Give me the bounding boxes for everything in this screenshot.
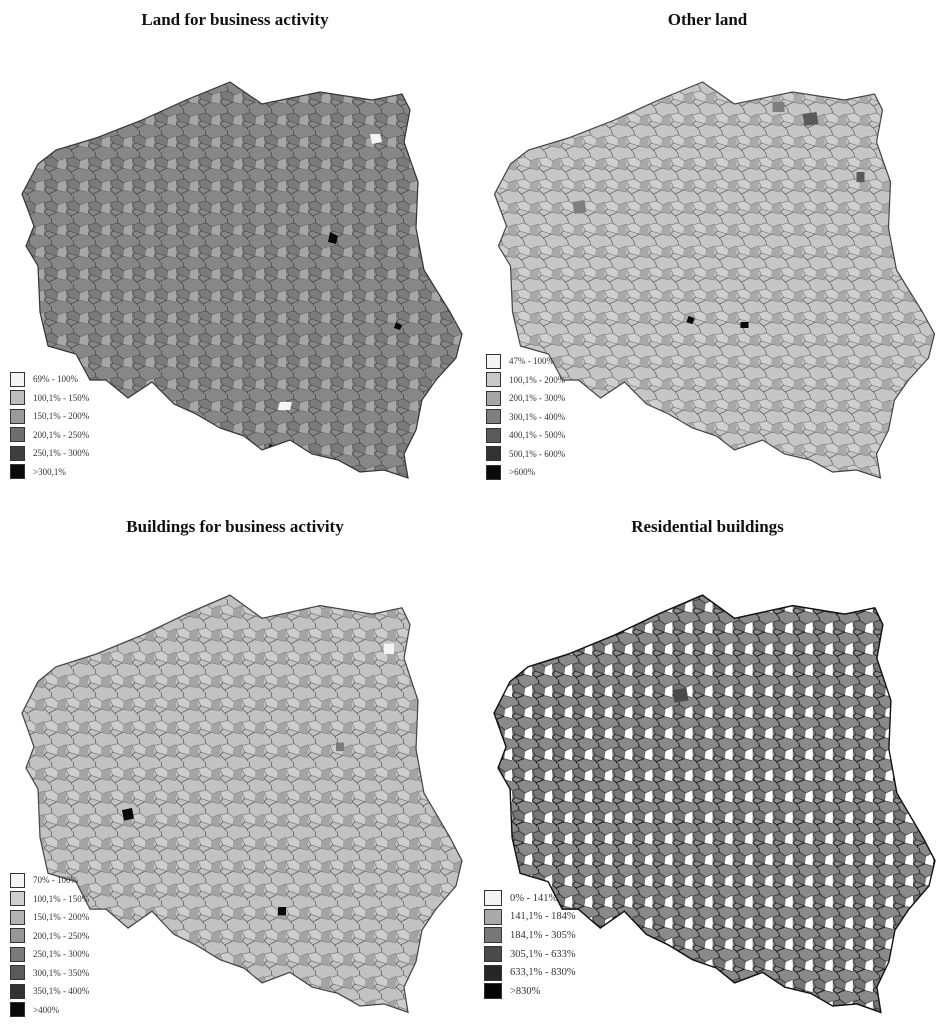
legend-label: 184,1% - 305% — [510, 929, 576, 941]
legend-item: 100,1% - 150% — [10, 890, 89, 909]
legend-swatch — [10, 965, 25, 981]
legend-item: 150,1% - 200% — [10, 908, 89, 927]
legend-item: 100,1% - 150% — [10, 389, 89, 408]
legend-label: 200,1% - 250% — [33, 930, 90, 941]
legend-swatch — [10, 928, 25, 944]
legend-item: 300,1% - 350% — [10, 964, 89, 983]
legend-label: 150,1% - 200% — [33, 912, 90, 923]
legend-item: >600% — [486, 463, 565, 482]
legend-swatch — [10, 390, 25, 406]
legend-item: 400,1% - 500% — [486, 426, 565, 445]
legend-swatch — [10, 891, 25, 907]
legend-label: 300,1% - 400% — [509, 411, 566, 422]
legend-swatch — [10, 983, 25, 999]
legend-item: 250,1% - 300% — [10, 444, 89, 463]
legend-label: 100,1% - 150% — [33, 392, 90, 403]
legend-label: >600% — [509, 467, 536, 478]
map-poland — [493, 594, 936, 1014]
legend-swatch — [486, 427, 501, 443]
legend-label: 350,1% - 400% — [33, 986, 90, 997]
legend-item: 633,1% - 830% — [484, 963, 576, 982]
legend-label: >300,1% — [33, 466, 66, 477]
legend-item: 305,1% - 633% — [484, 945, 576, 964]
map-poland — [21, 81, 463, 479]
legend-item: 0% - 141% — [484, 889, 576, 908]
legend-label: 200,1% - 250% — [33, 429, 90, 440]
legend-item: 250,1% - 300% — [10, 945, 89, 964]
map-poland — [21, 594, 463, 1013]
legend-label: 250,1% - 300% — [33, 448, 90, 459]
legend-item: 300,1% - 400% — [486, 408, 565, 427]
legend-label: 500,1% - 600% — [509, 448, 566, 459]
panel-title: Residential buildings — [631, 517, 784, 536]
legend-label: >400% — [33, 1004, 60, 1015]
legend-label: 70% - 100% — [33, 875, 78, 886]
legend-label: 200,1% - 300% — [509, 393, 566, 404]
legend-label: 0% - 141% — [510, 892, 558, 904]
legend-label: 400,1% - 500% — [509, 430, 566, 441]
legend-label: 250,1% - 300% — [33, 949, 90, 960]
legend-swatch — [10, 408, 25, 424]
legend-item: 70% - 100% — [10, 871, 89, 890]
legend-swatch — [10, 427, 25, 443]
legend-item: >300,1% — [10, 463, 89, 482]
map-legend: 69% - 100% 100,1% - 150% 150,1% - 200% 2… — [10, 370, 89, 481]
legend-item: 47% - 100% — [486, 352, 565, 371]
legend-swatch — [484, 964, 502, 981]
legend-label: 300,1% - 350% — [33, 967, 90, 978]
legend-swatch — [484, 908, 502, 925]
legend-label: 69% - 100% — [33, 374, 78, 385]
legend-swatch — [486, 464, 501, 480]
legend-swatch — [484, 927, 502, 944]
legend-label: 141,1% - 184% — [510, 911, 576, 923]
legend-item: 150,1% - 200% — [10, 407, 89, 426]
legend-swatch — [486, 390, 501, 406]
panel-buildings-business: Buildings for business activity 70% - 10… — [0, 505, 470, 1025]
legend-label: >830% — [510, 985, 541, 997]
legend-item: >400% — [10, 1001, 89, 1020]
legend-swatch — [10, 464, 25, 480]
legend-swatch — [486, 409, 501, 425]
map-legend: 0% - 141% 141,1% - 184% 184,1% - 305% 30… — [484, 889, 576, 1001]
legend-swatch — [10, 1002, 25, 1018]
panel-title: Other land — [667, 10, 748, 29]
map-legend: 47% - 100% 100,1% - 200% 200,1% - 300% 3… — [486, 352, 565, 482]
legend-swatch — [484, 983, 502, 1000]
legend-item: 200,1% - 250% — [10, 927, 89, 946]
legend-item: >830% — [484, 982, 576, 1001]
legend-item: 69% - 100% — [10, 370, 89, 389]
legend-label: 100,1% - 200% — [509, 374, 566, 385]
panel-title: Land for business activity — [141, 10, 329, 29]
legend-swatch — [10, 946, 25, 962]
legend-swatch — [484, 890, 502, 907]
legend-item: 184,1% - 305% — [484, 926, 576, 945]
legend-label: 305,1% - 633% — [510, 948, 576, 960]
legend-item: 200,1% - 250% — [10, 426, 89, 445]
legend-item: 100,1% - 200% — [486, 371, 565, 390]
panel-title: Buildings for business activity — [126, 517, 344, 536]
legend-item: 350,1% - 400% — [10, 982, 89, 1001]
legend-item: 200,1% - 300% — [486, 389, 565, 408]
map-poland — [493, 81, 936, 479]
legend-swatch — [10, 909, 25, 925]
legend-item: 141,1% - 184% — [484, 908, 576, 927]
legend-swatch — [10, 445, 25, 461]
legend-swatch — [10, 872, 25, 888]
legend-swatch — [484, 946, 502, 963]
legend-label: 150,1% - 200% — [33, 411, 90, 422]
panel-land-business: Land for business activity 69% - 100% 10… — [0, 0, 470, 490]
panel-residential-buildings: Residential buildings 0% - 141% 141,1% -… — [472, 505, 943, 1025]
legend-swatch — [486, 353, 501, 369]
map-legend: 70% - 100% 100,1% - 150% 150,1% - 200% 2… — [10, 871, 89, 1019]
legend-swatch — [486, 372, 501, 388]
legend-swatch — [10, 371, 25, 387]
panel-other-land: Other land 47% - 100% 100,1% - 200% 200,… — [472, 0, 943, 490]
legend-label: 47% - 100% — [509, 356, 554, 367]
legend-item: 500,1% - 600% — [486, 445, 565, 464]
legend-label: 100,1% - 150% — [33, 893, 90, 904]
legend-label: 633,1% - 830% — [510, 967, 576, 979]
legend-swatch — [486, 446, 501, 462]
